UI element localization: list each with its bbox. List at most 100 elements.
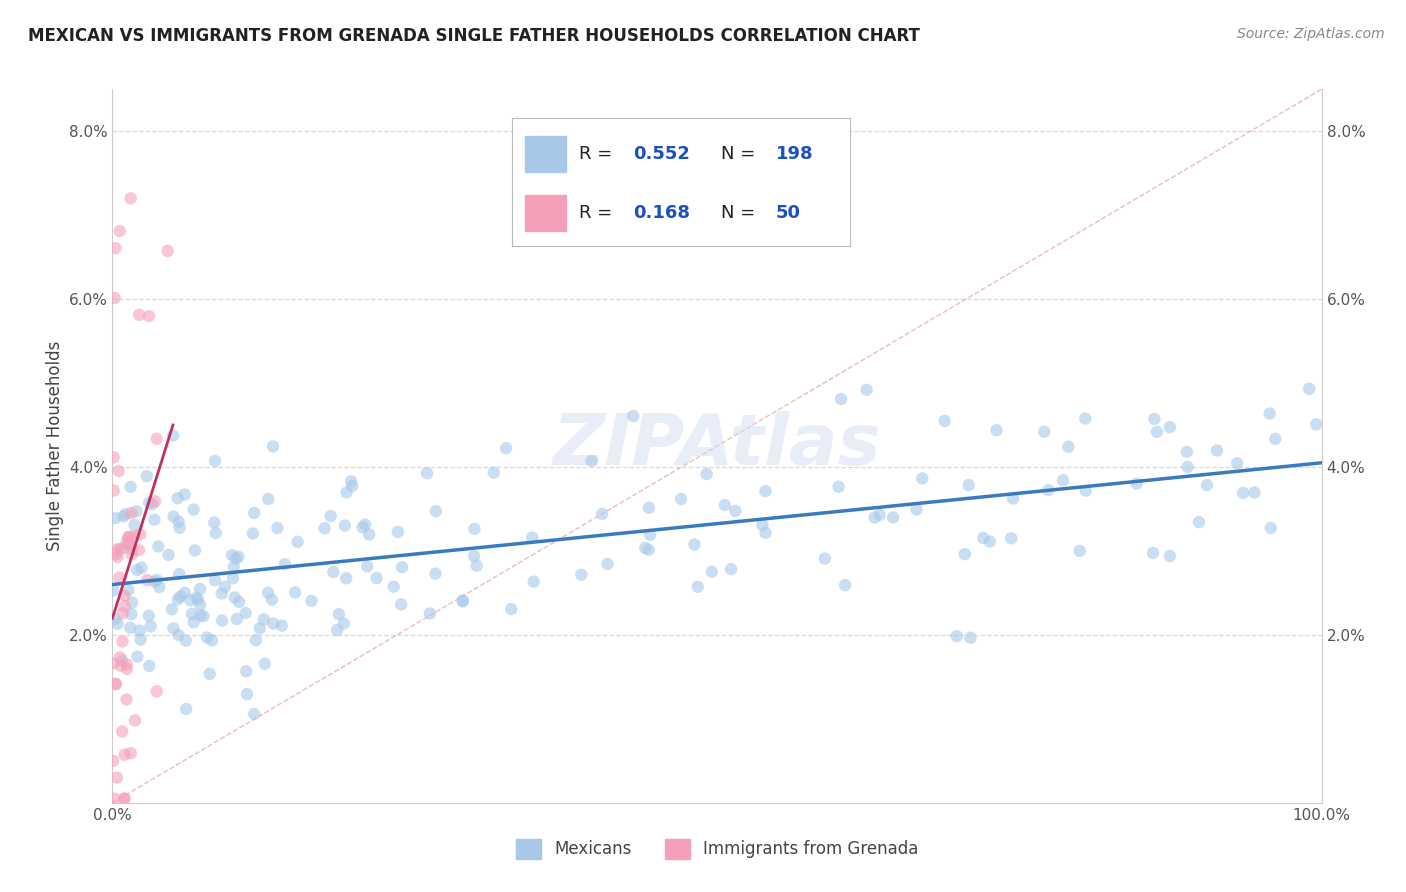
Point — [638, 528, 661, 542]
Point — [112, 589, 135, 603]
Point — [188, 598, 211, 612]
Point — [1243, 485, 1265, 500]
Point — [162, 621, 184, 635]
Point — [121, 595, 143, 609]
Point — [143, 574, 166, 589]
Point — [322, 565, 344, 579]
Point — [569, 567, 592, 582]
Point — [834, 578, 856, 592]
Point — [1258, 407, 1281, 421]
Point — [314, 521, 336, 535]
Point — [287, 534, 309, 549]
Point — [141, 497, 163, 511]
Point — [243, 707, 266, 722]
Point — [591, 507, 613, 521]
Point — [111, 724, 134, 739]
Point — [228, 595, 250, 609]
Point — [108, 541, 131, 556]
Point — [863, 510, 886, 524]
Point — [972, 531, 994, 545]
Point — [214, 580, 236, 594]
Point — [105, 771, 128, 785]
Point — [162, 509, 184, 524]
Point — [156, 244, 179, 258]
Point — [391, 560, 413, 574]
Point — [104, 677, 127, 691]
Point — [260, 592, 283, 607]
Point — [1260, 521, 1282, 535]
Point — [111, 654, 134, 668]
Point — [236, 687, 259, 701]
Point — [416, 466, 439, 480]
Point — [336, 485, 359, 500]
Point — [184, 543, 207, 558]
Point — [352, 520, 374, 534]
Point — [451, 594, 474, 608]
Point — [957, 478, 980, 492]
Point — [128, 308, 150, 322]
Point — [111, 634, 134, 648]
Point — [222, 571, 245, 585]
Point — [108, 224, 131, 238]
Point — [201, 633, 224, 648]
Point — [183, 502, 205, 516]
Text: ZIPAtlas: ZIPAtlas — [553, 411, 882, 481]
Point — [120, 506, 142, 520]
Point — [204, 526, 226, 541]
Point — [228, 549, 250, 564]
Point — [720, 562, 742, 576]
Point — [124, 518, 146, 533]
Point — [1069, 544, 1091, 558]
Point — [112, 541, 135, 556]
Point — [211, 614, 233, 628]
Point — [700, 565, 723, 579]
Point — [855, 383, 877, 397]
Point — [120, 607, 142, 621]
Point — [104, 511, 127, 525]
Point — [335, 571, 357, 585]
Point — [131, 560, 153, 574]
Point — [129, 527, 152, 541]
Point — [146, 432, 169, 446]
Point — [120, 621, 142, 635]
Point — [160, 602, 183, 616]
Point — [224, 591, 246, 605]
Point — [125, 504, 148, 518]
Point — [105, 547, 128, 561]
Point — [621, 409, 644, 423]
Point — [108, 650, 131, 665]
Point — [145, 684, 167, 698]
Point — [114, 507, 136, 521]
Point — [945, 629, 967, 643]
Point — [103, 583, 125, 598]
Point — [463, 549, 485, 564]
Point — [166, 491, 188, 506]
Point — [959, 631, 981, 645]
Point — [143, 513, 166, 527]
Point — [112, 791, 135, 805]
Legend: Mexicans, Immigrants from Grenada: Mexicans, Immigrants from Grenada — [509, 832, 925, 866]
Point — [387, 524, 409, 539]
Point — [1038, 483, 1060, 497]
Point — [104, 241, 127, 255]
Point — [243, 506, 266, 520]
Point — [198, 667, 221, 681]
Point — [169, 590, 191, 604]
Point — [1232, 486, 1254, 500]
Point — [221, 548, 243, 562]
Point — [419, 607, 441, 621]
Point — [115, 692, 138, 706]
Point — [167, 628, 190, 642]
Point — [751, 518, 773, 533]
Point — [340, 479, 363, 493]
Point — [523, 574, 546, 589]
Point — [111, 606, 134, 620]
Point — [814, 551, 837, 566]
Point — [138, 309, 160, 323]
Point — [121, 548, 143, 562]
Point — [354, 517, 377, 532]
Point — [167, 515, 190, 529]
Point — [103, 483, 125, 498]
Point — [284, 585, 307, 599]
Point — [114, 599, 136, 614]
